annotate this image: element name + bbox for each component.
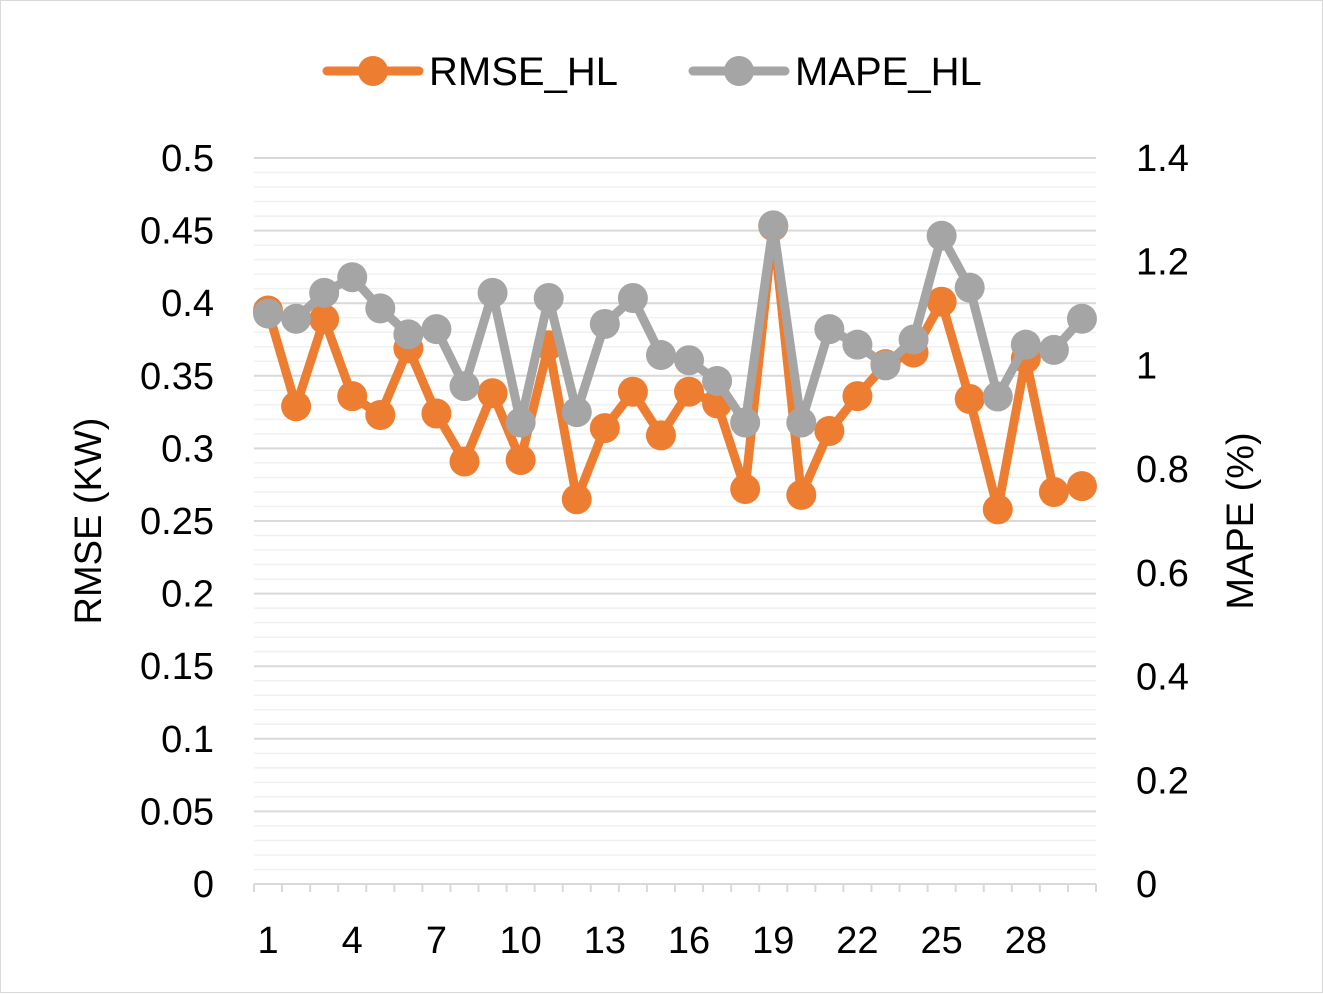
left-tick-label: 0.4 — [161, 283, 214, 325]
data-point — [589, 413, 620, 444]
left-tick-label: 0.5 — [161, 138, 214, 180]
left-axis-ticks: 0 0.05 0.1 0.15 0.2 0.25 0.3 0.35 0.4 0.45 0.5 — [140, 138, 214, 906]
right-tick-label: 0.2 — [1136, 760, 1189, 802]
gridlines — [254, 157, 1096, 885]
left-tick-label: 0.25 — [140, 501, 214, 543]
data-point — [421, 314, 452, 345]
data-point — [421, 398, 452, 429]
right-tick-label: 0 — [1136, 864, 1157, 906]
data-point — [505, 445, 536, 476]
data-point — [842, 329, 873, 360]
data-point — [758, 210, 789, 241]
data-point — [561, 397, 592, 428]
x-tick-label: 22 — [836, 920, 878, 962]
right-axis-title: MAPE (%) — [1220, 432, 1262, 609]
data-point — [870, 350, 901, 381]
data-point — [730, 407, 761, 438]
x-tick-label: 19 — [752, 920, 794, 962]
left-axis-title: RMSE (KW) — [68, 418, 110, 625]
data-point — [786, 479, 817, 510]
data-point — [617, 376, 648, 407]
data-point — [365, 400, 396, 431]
data-point — [589, 308, 620, 339]
right-tick-label: 0.8 — [1136, 449, 1189, 491]
legend-label: RMSE_HL — [429, 50, 618, 94]
legend: RMSE_HL MAPE_HL — [322, 50, 982, 94]
data-point — [730, 474, 761, 505]
data-point — [281, 391, 312, 422]
data-point — [477, 277, 508, 308]
legend-marker — [358, 56, 388, 86]
x-tick-label: 10 — [499, 920, 541, 962]
right-tick-label: 1.2 — [1136, 242, 1189, 284]
data-point — [1038, 334, 1069, 365]
left-tick-label: 0.15 — [140, 646, 214, 688]
right-tick-label: 0.4 — [1136, 657, 1189, 699]
data-point — [281, 303, 312, 334]
data-point — [561, 484, 592, 515]
data-point — [702, 365, 733, 396]
data-point — [449, 446, 480, 477]
left-tick-label: 0.45 — [140, 211, 214, 253]
x-tick-label: 25 — [920, 920, 962, 962]
right-tick-label: 1 — [1136, 345, 1157, 387]
right-tick-label: 1.4 — [1136, 138, 1189, 180]
left-tick-label: 0.3 — [161, 428, 214, 470]
x-tick-label: 1 — [257, 920, 278, 962]
x-tick-label: 16 — [668, 920, 710, 962]
data-point — [982, 381, 1013, 412]
data-point — [533, 283, 564, 314]
legend-marker — [724, 56, 754, 86]
left-tick-label: 0.1 — [161, 719, 214, 761]
data-point — [1038, 476, 1069, 507]
axes — [253, 883, 1097, 892]
data-point — [449, 371, 480, 402]
data-point — [1010, 329, 1041, 360]
data-point — [477, 378, 508, 409]
data-point — [337, 262, 368, 293]
right-axis-ticks: 0 0.2 0.4 0.6 0.8 1 1.2 1.4 — [1136, 138, 1189, 906]
data-point — [926, 286, 957, 317]
data-point — [842, 381, 873, 412]
legend-label: MAPE_HL — [795, 50, 982, 94]
series — [253, 210, 1097, 525]
data-point — [617, 283, 648, 314]
data-point — [926, 220, 957, 251]
data-point — [674, 345, 705, 376]
data-point — [786, 407, 817, 438]
left-tick-label: 0.05 — [140, 791, 214, 833]
x-tick-label: 4 — [342, 920, 363, 962]
data-point — [645, 340, 676, 371]
x-axis-ticks: 1 4 7 10 13 16 19 22 25 28 — [257, 920, 1047, 962]
data-point — [645, 420, 676, 451]
data-point — [1066, 303, 1097, 334]
data-point — [505, 407, 536, 438]
x-tick-label: 7 — [426, 920, 447, 962]
data-point — [253, 298, 284, 329]
left-tick-label: 0.35 — [140, 356, 214, 398]
left-tick-label: 0.2 — [161, 574, 214, 616]
x-tick-label: 28 — [1005, 920, 1047, 962]
data-point — [954, 272, 985, 303]
data-point — [814, 314, 845, 345]
data-point — [982, 494, 1013, 525]
x-tick-label: 13 — [584, 920, 626, 962]
data-point — [309, 304, 340, 335]
legend-item: RMSE_HL — [322, 50, 618, 94]
data-point — [898, 324, 929, 355]
data-point — [393, 319, 424, 350]
data-point — [674, 376, 705, 407]
data-point — [814, 415, 845, 446]
left-tick-label: 0 — [193, 864, 214, 906]
legend-item: MAPE_HL — [688, 50, 982, 94]
right-tick-label: 0.6 — [1136, 553, 1189, 595]
data-point — [365, 293, 396, 324]
data-point — [1066, 471, 1097, 502]
series-mape-hl — [253, 210, 1097, 438]
data-point — [309, 277, 340, 308]
data-point — [337, 381, 368, 412]
data-point — [954, 384, 985, 415]
